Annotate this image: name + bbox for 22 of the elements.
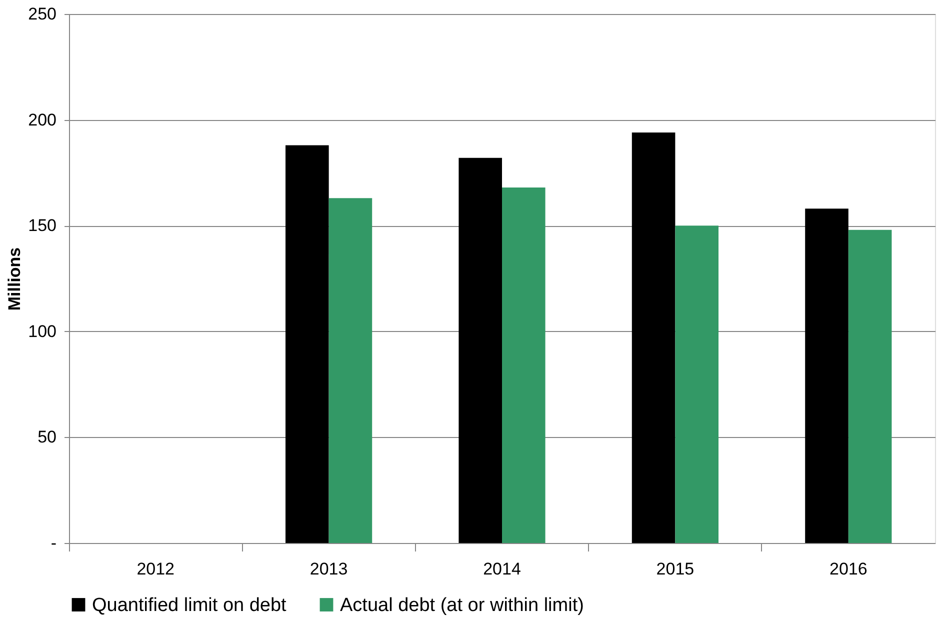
x-tick-label: 2014 xyxy=(483,560,521,578)
x-tick-label: 2015 xyxy=(656,560,694,578)
y-tick-label: 150 xyxy=(28,216,56,236)
y-tick-label: 50 xyxy=(38,428,56,447)
bar xyxy=(848,230,892,543)
legend-label: Actual debt (at or within limit) xyxy=(340,594,584,616)
bar xyxy=(458,158,502,543)
y-tick-label: 200 xyxy=(28,110,56,130)
bar xyxy=(632,132,676,543)
x-tick-label: 2012 xyxy=(136,560,175,578)
bar xyxy=(328,198,372,543)
bar xyxy=(675,226,718,543)
bar xyxy=(286,145,329,543)
x-tick-label: 2013 xyxy=(310,560,348,578)
x-tick-label: 2016 xyxy=(829,560,868,578)
legend-label: Quantified limit on debt xyxy=(92,594,288,616)
y-axis-title: Millions xyxy=(5,247,24,311)
bar xyxy=(502,188,546,543)
bar xyxy=(805,208,848,543)
y-tick-label: 100 xyxy=(28,322,56,341)
y-tick-label: 250 xyxy=(28,4,56,24)
y-tick-label: - xyxy=(50,534,56,552)
